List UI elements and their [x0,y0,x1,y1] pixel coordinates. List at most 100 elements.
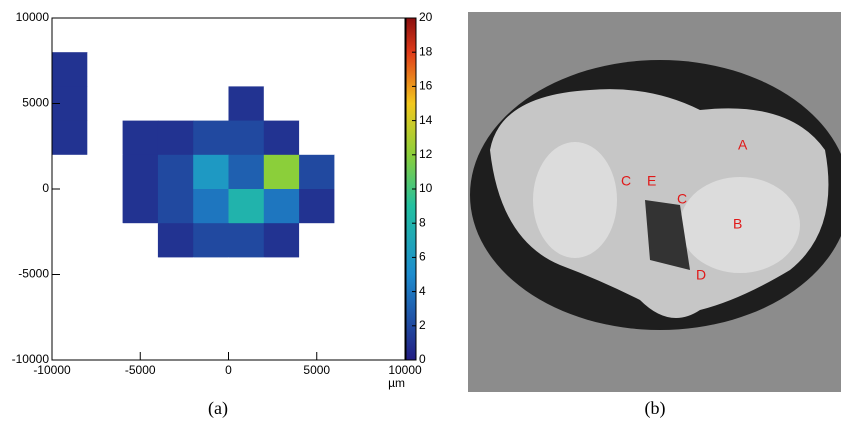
heatmap-cell [334,325,371,361]
heatmap-cell [228,120,265,156]
caption: (b) [645,398,666,419]
heatmap-cell [299,223,335,258]
heatmap-cell [157,18,194,53]
heatmap-cell [228,18,265,53]
heatmap-cell [193,18,229,53]
heatmap-cell [157,291,194,327]
photo-label: D [696,267,706,283]
x-tick-label: 10000 [388,363,422,377]
colorbar-tick-label: 18 [419,44,433,58]
photo-region [680,177,800,273]
heatmap-cell [122,291,159,327]
heatmap-cell [263,189,300,224]
photo-label: E [647,173,656,189]
heatmap-cell [87,120,124,156]
heatmap-cell [52,18,88,53]
heatmap-cell [157,52,194,87]
heatmap-cell [263,257,300,293]
heatmap-cell [87,154,124,190]
heatmap-cell [369,257,406,293]
heatmap-cell [228,325,265,361]
heatmap-cell [334,86,371,122]
photo-cavity [645,200,690,270]
heatmap-cell [228,257,265,293]
heatmap-cell [87,291,124,327]
colorbar-tick-label: 10 [419,181,433,195]
heatmap-cell [122,86,159,122]
heatmap-cell [369,52,406,87]
heatmap-cell [369,325,406,361]
heatmap-cell [334,120,371,156]
heatmap-cell [122,257,159,293]
heatmap-cell [193,291,229,327]
heatmap-cell [157,189,194,224]
x-axis-label: µm [388,376,405,390]
heatmap-cell [228,223,265,258]
colorbar-tick-label: 6 [419,250,426,264]
heatmap-cell [52,189,88,224]
heatmap-cell [157,154,194,190]
y-tick-label: -5000 [18,267,49,281]
heatmap-cell [157,325,194,361]
heatmap-cell [87,223,124,258]
heatmap-cell [193,154,229,190]
heatmap-cell [334,257,371,293]
photo-label: C [677,191,687,207]
heatmap-cell [122,18,159,53]
heatmap-cell [87,189,124,224]
heatmap-cell [369,291,406,327]
heatmap-cell [122,223,159,258]
heatmap-cell [369,189,406,224]
heatmap-cell [299,120,335,156]
heatmap-cell [87,52,124,87]
x-tick-label: 0 [225,363,232,377]
heatmap-cell [193,52,229,87]
colorbar-tick-label: 8 [419,215,426,229]
heatmap-cell [52,52,88,87]
heatmap-cell [157,257,194,293]
heatmap-cell [334,291,371,327]
colorbar-tick-label: 16 [419,79,433,93]
x-tick-label: 5000 [303,363,330,377]
heatmap-cell [228,86,265,122]
heatmap-cell [228,189,265,224]
heatmap-cell [263,18,300,53]
heatmap-cell [263,291,300,327]
x-tick-label: -5000 [125,363,156,377]
heatmap-cell [299,189,335,224]
heatmap-cell [369,18,406,53]
y-tick-label: 5000 [22,96,49,110]
heatmap-cell [52,120,88,156]
photo-label: B [733,216,742,232]
heatmap-cell [334,154,371,190]
heatmap-cell [299,291,335,327]
heatmap-cell [87,325,124,361]
photo-label: A [738,137,748,153]
colorbar-tick-label: 4 [419,284,426,298]
heatmap-cell [52,291,88,327]
heatmap-cell [52,223,88,258]
x-tick-label: -10000 [33,363,71,377]
photo-region [533,142,617,258]
heatmap-cell [87,257,124,293]
heatmap-cell [263,154,300,190]
heatmap-cell [52,154,88,190]
y-tick-label: 0 [42,181,49,195]
heatmap-cell [263,120,300,156]
heatmap-cell [369,223,406,258]
heatmap-cell [122,52,159,87]
heatmap-cell [299,257,335,293]
heatmap-cell [369,120,406,156]
colorbar-tick-label: 12 [419,147,433,161]
heatmap-cell [263,223,300,258]
heatmap-cell [122,120,159,156]
heatmap-cell [263,86,300,122]
heatmap-cell [52,325,88,361]
heatmap-cell [87,18,124,53]
heatmap-cell [193,86,229,122]
heatmap-panel: -10000 -5000 0 5000 10000-10000-500005000100… [12,10,433,390]
heatmap-cell [369,154,406,190]
colorbar-tick-label: 14 [419,113,433,127]
heatmap-cell [193,325,229,361]
